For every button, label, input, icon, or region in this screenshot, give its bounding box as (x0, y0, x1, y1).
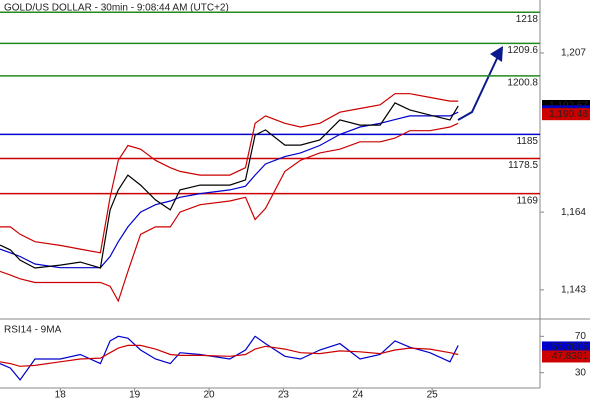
x-tick-label: 25 (427, 390, 439, 400)
x-tick-label: 19 (129, 390, 141, 400)
series-line (0, 335, 459, 381)
rsi-tick-label: 30 (575, 367, 587, 378)
level-label: 1200.8 (507, 78, 538, 89)
x-tick-label: 23 (278, 390, 290, 400)
x-tick-label: 20 (203, 390, 215, 400)
rsi-tick-label: 70 (575, 331, 587, 342)
level-label: 1169 (516, 195, 538, 206)
rsi-last-box (542, 341, 590, 354)
x-tick-label: 18 (55, 390, 67, 400)
arrow (457, 51, 501, 121)
last-value-label: 1,190.46 (549, 109, 588, 120)
series-line (0, 102, 459, 269)
chart-title: GOLD/US DOLLAR - 30min - 9:08:44 AM (UTC… (4, 3, 229, 14)
level-label: 1209.6 (507, 45, 538, 56)
series-line (0, 93, 459, 254)
level-label: 1185 (516, 136, 538, 147)
series-line (0, 122, 459, 303)
x-tick-label: 24 (352, 390, 364, 400)
rsi-title: RSI14 - 9MA (4, 325, 62, 336)
last-value-box (542, 108, 590, 121)
y-tick-label: 1,207 (561, 48, 586, 59)
rsi-last-label: 57.7605 (552, 342, 589, 353)
rsi-last-label: 47.8301 (552, 351, 589, 362)
y-tick-label: 1,164 (561, 207, 586, 218)
arrow-head (490, 46, 503, 62)
rsi-last-box (542, 350, 590, 363)
level-label: 1178.5 (508, 160, 538, 171)
y-tick-label: 1,143 (561, 285, 586, 296)
series-line (0, 344, 459, 367)
series-line (0, 111, 459, 269)
level-label: 1218 (516, 14, 539, 25)
